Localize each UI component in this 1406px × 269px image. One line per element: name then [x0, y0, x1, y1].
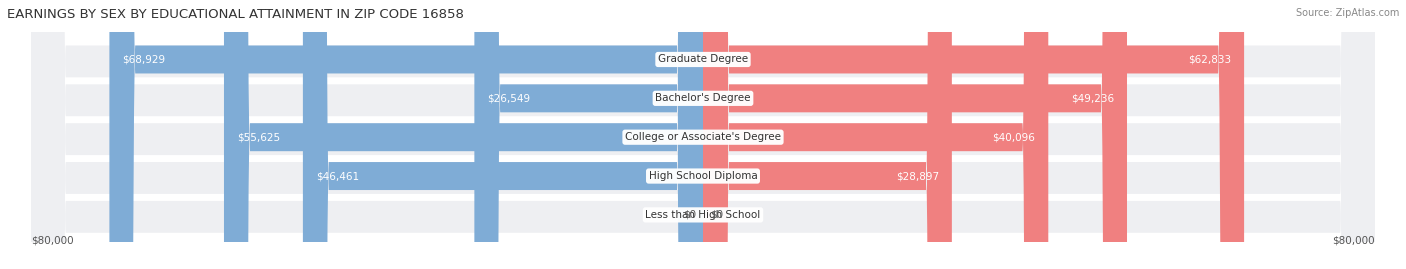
FancyBboxPatch shape	[703, 0, 952, 269]
Text: $0: $0	[683, 210, 696, 220]
FancyBboxPatch shape	[302, 0, 703, 269]
FancyBboxPatch shape	[31, 0, 1375, 269]
FancyBboxPatch shape	[703, 0, 1244, 269]
Text: Less than High School: Less than High School	[645, 210, 761, 220]
FancyBboxPatch shape	[474, 0, 703, 269]
Text: $0: $0	[710, 210, 723, 220]
Text: College or Associate's Degree: College or Associate's Degree	[626, 132, 780, 142]
FancyBboxPatch shape	[110, 0, 703, 269]
FancyBboxPatch shape	[703, 0, 1049, 269]
Text: Bachelor's Degree: Bachelor's Degree	[655, 93, 751, 103]
FancyBboxPatch shape	[31, 0, 1375, 269]
Text: High School Diploma: High School Diploma	[648, 171, 758, 181]
Text: $62,833: $62,833	[1188, 55, 1232, 65]
Text: Graduate Degree: Graduate Degree	[658, 55, 748, 65]
FancyBboxPatch shape	[703, 0, 1128, 269]
Text: EARNINGS BY SEX BY EDUCATIONAL ATTAINMENT IN ZIP CODE 16858: EARNINGS BY SEX BY EDUCATIONAL ATTAINMEN…	[7, 8, 464, 21]
Text: $46,461: $46,461	[316, 171, 359, 181]
Text: $68,929: $68,929	[122, 55, 166, 65]
Text: $40,096: $40,096	[993, 132, 1035, 142]
Text: Source: ZipAtlas.com: Source: ZipAtlas.com	[1295, 8, 1399, 18]
FancyBboxPatch shape	[224, 0, 703, 269]
Text: $80,000: $80,000	[1331, 235, 1375, 245]
FancyBboxPatch shape	[31, 0, 1375, 269]
Text: $28,897: $28,897	[896, 171, 939, 181]
Text: $80,000: $80,000	[31, 235, 75, 245]
FancyBboxPatch shape	[31, 0, 1375, 269]
Text: $26,549: $26,549	[488, 93, 530, 103]
Text: $55,625: $55,625	[236, 132, 280, 142]
Text: $49,236: $49,236	[1071, 93, 1114, 103]
FancyBboxPatch shape	[31, 0, 1375, 269]
